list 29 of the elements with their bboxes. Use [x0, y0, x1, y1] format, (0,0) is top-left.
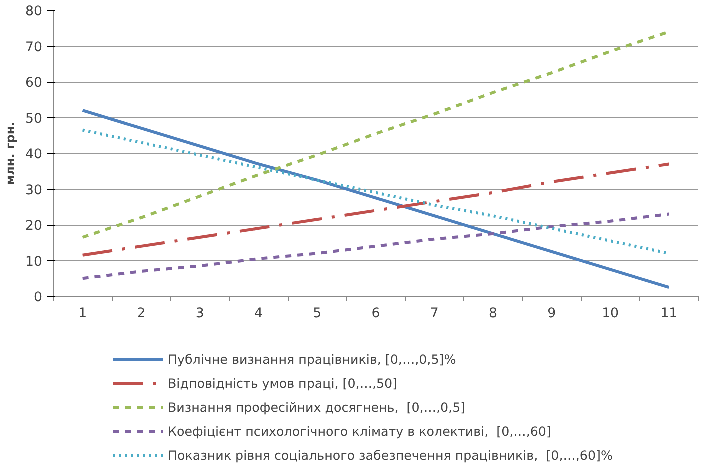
- x-tick-label: 7: [430, 306, 439, 322]
- legend-label: Визнання професійних досягнень, [0,…,0,5]: [168, 400, 466, 414]
- y-tick-label: 10: [26, 254, 43, 270]
- x-tick-label: 2: [137, 306, 146, 322]
- line-series: [81, 212, 671, 280]
- y-tick-label: 20: [26, 219, 43, 234]
- legend-label: Публічне визнання працівників, [0,…,0,5]%: [168, 352, 456, 366]
- legend-label: Коефіцієнт психологічного клімату в колективі, [0,…,60]: [168, 424, 552, 438]
- y-tick-label: 60: [26, 76, 43, 91]
- x-tick-label: 9: [548, 306, 556, 322]
- x-tick-label: 3: [196, 306, 204, 322]
- legend-label: Показник рівня соціального забезпечення працівників, [0,…,60]%: [168, 448, 613, 462]
- x-tick-label: 5: [313, 306, 322, 322]
- legend-label: Відповідність умов праці, [0,…,50]: [168, 376, 398, 390]
- x-tick-label: 4: [254, 306, 263, 322]
- y-tick-label: 80: [26, 4, 43, 20]
- x-tick-label: 1: [78, 306, 88, 322]
- y-tick-label: 0: [34, 290, 43, 306]
- y-tick-label: 30: [26, 183, 43, 198]
- y-axis-title: млн. грн.: [4, 122, 18, 186]
- y-tick-label: 70: [26, 40, 43, 56]
- y-tick-label: 40: [26, 148, 43, 162]
- x-tick-label: 11: [660, 306, 678, 322]
- line-series: [81, 162, 671, 257]
- y-tick-label: 50: [26, 112, 43, 127]
- x-tick-label: 8: [489, 306, 498, 322]
- line-series: [81, 109, 671, 290]
- x-tick-label: 10: [602, 306, 620, 322]
- x-tick-label: 6: [372, 306, 380, 322]
